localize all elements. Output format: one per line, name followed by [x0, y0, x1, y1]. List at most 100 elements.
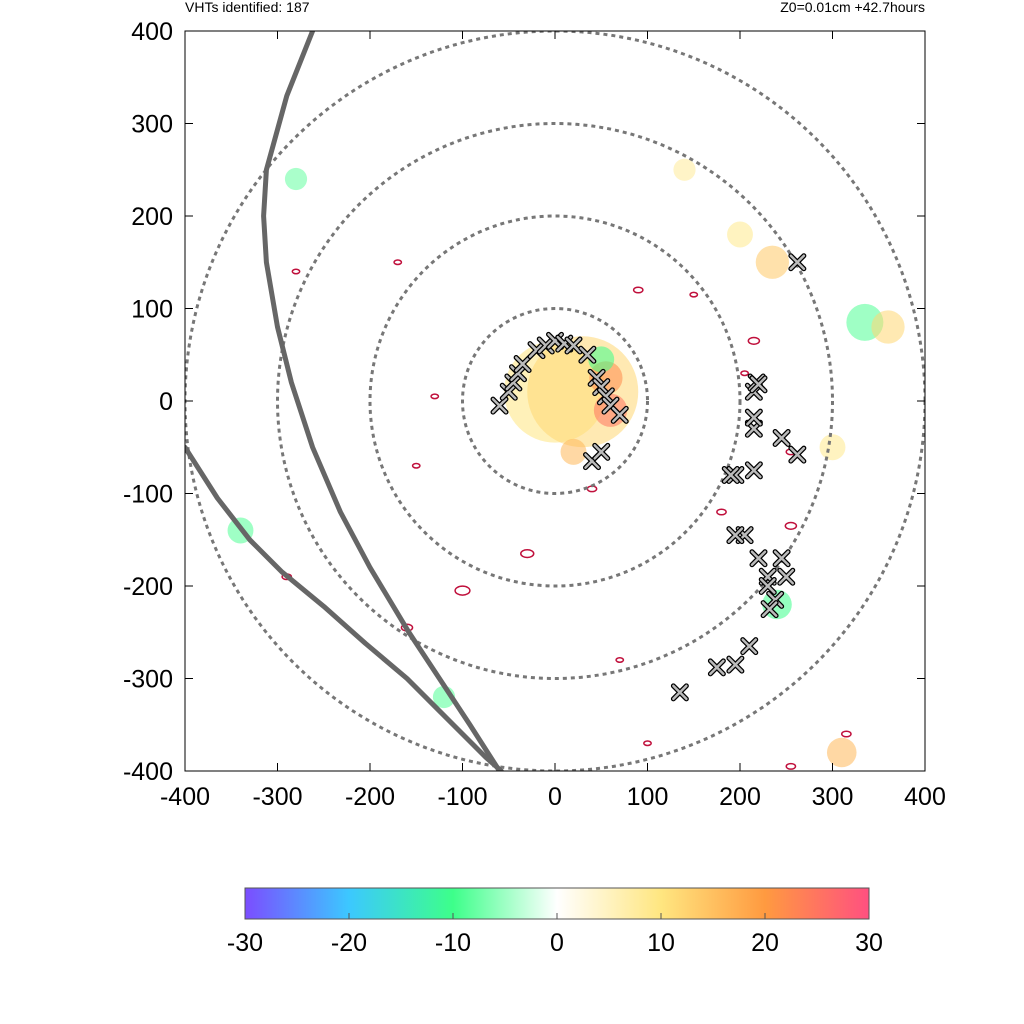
vht-marker-fill — [778, 569, 794, 585]
y-tick-label: 400 — [131, 18, 173, 46]
x-tick-label: 100 — [627, 783, 669, 811]
vht-marker — [788, 445, 807, 464]
vht-marker-fill — [746, 462, 762, 479]
vht-marker — [670, 683, 689, 702]
vht-marker — [592, 442, 611, 461]
vht-marker-fill — [588, 370, 605, 386]
vht-marker-fill — [773, 430, 790, 446]
vht-marker — [578, 345, 597, 364]
range-ring — [276, 122, 834, 680]
vorticity-contour — [716, 508, 727, 516]
vht-marker — [536, 336, 555, 355]
vht-marker — [740, 637, 759, 656]
vorticity-contour — [784, 521, 798, 530]
vht-marker-fill — [746, 409, 762, 426]
vht-marker-fill — [528, 342, 545, 358]
vht-marker-fill — [565, 337, 582, 354]
vht-marker — [726, 526, 745, 545]
vht-marker — [499, 382, 518, 401]
vht-marker — [749, 549, 768, 568]
vorticity-contour — [747, 336, 761, 345]
x-tick-label: 300 — [812, 783, 854, 811]
vht-marker — [513, 355, 532, 373]
x-tick-label: 400 — [904, 783, 946, 811]
colorbar-tick-label: 0 — [550, 929, 564, 957]
vht-marker-fill — [593, 444, 609, 460]
vht-marker — [777, 567, 796, 586]
field-blob — [284, 167, 308, 191]
vht-marker — [788, 253, 807, 272]
colorbar-tick-label: -10 — [435, 929, 471, 957]
vht-marker — [744, 461, 763, 480]
vht-marker-fill — [741, 638, 757, 654]
coastline — [185, 444, 504, 771]
vht-marker-fill — [579, 347, 596, 363]
x-axis-tick-labels: -400 -300 -200 -100 0 100 200 300 400 — [160, 783, 946, 811]
y-tick-label: 0 — [159, 388, 173, 416]
vht-marker-fill — [598, 388, 614, 405]
vorticity-contour — [430, 393, 440, 400]
vorticity-contour — [393, 259, 403, 266]
vht-marker-fill — [727, 527, 744, 543]
vht-count-label: VHTs identified: 187 — [185, 0, 310, 15]
colorbar-tick-label: 20 — [751, 929, 779, 957]
vorticity-contour — [785, 762, 797, 770]
x-tick-label: -400 — [160, 783, 210, 811]
vorticity-contour — [520, 548, 535, 559]
vht-marker-fill — [727, 656, 744, 673]
x-tick-label: 0 — [548, 783, 562, 811]
field-blob — [673, 158, 696, 181]
y-tick-label: -300 — [123, 666, 173, 694]
vht-marker — [749, 375, 768, 394]
vorticity-contour — [841, 730, 852, 738]
vht-marker — [726, 655, 745, 674]
vht-marker — [766, 590, 785, 609]
colorbar-tick-labels: -30 -20 -10 0 10 20 30 — [227, 913, 883, 957]
x-tick-label: 200 — [719, 783, 761, 811]
colorbar-tick-label: 30 — [855, 929, 883, 957]
vorticity-contour — [615, 657, 625, 663]
vht-marker — [504, 373, 523, 392]
vht-markers — [490, 253, 807, 702]
field-blob — [826, 737, 857, 768]
range-ring — [368, 214, 742, 588]
vht-marker — [587, 368, 606, 387]
vht-marker-fill — [773, 550, 790, 566]
colorbar: -30 -20 -10 0 10 20 30 — [227, 887, 883, 957]
vht-marker-fill — [593, 379, 609, 395]
vht-marker-fill — [514, 356, 531, 372]
plot-area: -400 -300 -200 -100 0 100 200 300 400 400 300 200 1… — [123, 18, 946, 811]
coastline — [261, 31, 502, 771]
vht-marker — [610, 405, 629, 424]
vht-marker — [772, 429, 791, 447]
vht-marker-fill — [760, 578, 776, 594]
y-tick-label: -400 — [123, 758, 173, 786]
vht-marker-fill — [789, 254, 806, 270]
colorbar-tick-label: 10 — [647, 929, 675, 957]
range-rings — [185, 31, 925, 771]
vht-marker — [726, 466, 745, 484]
axis-ticks — [184, 30, 926, 772]
vht-marker — [527, 341, 546, 360]
vorticity-contour — [454, 585, 471, 596]
x-tick-label: -200 — [345, 783, 395, 811]
colorbar-tick-label: -20 — [331, 929, 367, 957]
vht-marker-fill — [505, 374, 522, 391]
vht-marker — [564, 336, 583, 355]
vorticity-contour — [689, 291, 699, 298]
vorticity-contour — [740, 370, 750, 377]
vht-marker — [490, 396, 509, 415]
vht-marker — [592, 378, 611, 397]
field-blob — [819, 434, 846, 461]
vht-marker-fill — [510, 365, 526, 381]
vht-marker — [596, 387, 615, 406]
vht-marker-fill — [538, 337, 554, 354]
y-tick-label: 300 — [131, 111, 173, 139]
x-tick-label: -100 — [437, 783, 487, 811]
vht-marker-fill — [501, 384, 517, 400]
vht-marker-fill — [612, 407, 628, 423]
vorticity-contour — [643, 740, 652, 747]
vht-marker-fill — [750, 550, 767, 566]
y-tick-label: -200 — [123, 573, 173, 601]
